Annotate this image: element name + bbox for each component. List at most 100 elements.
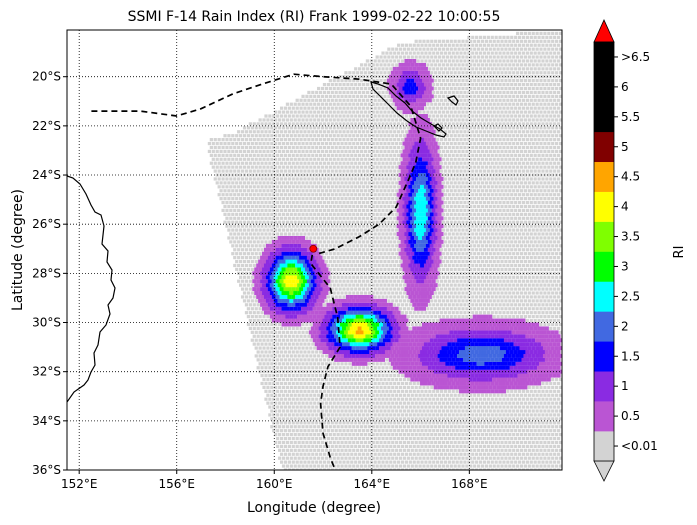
swath-pixel xyxy=(260,185,264,189)
swath-pixel xyxy=(398,307,403,311)
swath-pixel xyxy=(533,389,537,393)
swath-pixel xyxy=(324,377,329,382)
swath-pixel xyxy=(258,346,262,350)
swath-pixel xyxy=(338,366,342,370)
swath-pixel xyxy=(276,208,280,213)
swath-pixel xyxy=(240,240,245,244)
swath-pixel xyxy=(389,185,393,189)
swath-pixel xyxy=(535,275,539,279)
swath-pixel xyxy=(478,436,483,441)
swath-pixel xyxy=(291,366,295,370)
swath-pixel xyxy=(297,346,301,350)
swath-pixel xyxy=(305,165,309,169)
swath-pixel xyxy=(342,200,346,205)
swath-pixel xyxy=(461,204,465,209)
swath-pixel xyxy=(297,401,301,405)
swath-pixel xyxy=(381,185,385,189)
swath-pixel xyxy=(529,303,533,307)
swath-pixel xyxy=(475,224,479,228)
swath-pixel xyxy=(307,185,311,189)
swath-pixel xyxy=(428,318,432,323)
swath-pixel xyxy=(276,436,280,441)
swath-pixel xyxy=(250,189,254,193)
swath-pixel xyxy=(506,389,510,393)
swath-pixel xyxy=(242,204,247,209)
swath-pixel xyxy=(383,464,387,468)
swath-pixel xyxy=(283,208,288,213)
swath-pixel xyxy=(346,208,350,213)
swath-pixel xyxy=(313,385,317,390)
swath-pixel xyxy=(320,212,325,216)
swath-pixel xyxy=(246,189,251,193)
swath-pixel xyxy=(473,299,477,303)
swath-pixel xyxy=(315,374,319,378)
swath-pixel xyxy=(416,311,420,315)
swath-pixel xyxy=(311,366,315,370)
swath-pixel xyxy=(502,232,506,236)
swath-pixel xyxy=(430,433,434,437)
swath-pixel xyxy=(512,204,516,209)
swath-pixel xyxy=(545,193,549,197)
swath-pixel xyxy=(303,460,307,464)
swath-pixel xyxy=(242,267,247,272)
swath-pixel xyxy=(506,468,510,470)
swath-pixel xyxy=(506,311,510,315)
swath-pixel xyxy=(537,240,541,244)
swath-pixel xyxy=(387,259,391,264)
swath-pixel xyxy=(558,433,562,437)
swath-pixel xyxy=(375,267,379,272)
swath-pixel xyxy=(545,460,549,464)
swath-pixel xyxy=(361,397,366,401)
swath-pixel xyxy=(408,381,412,386)
swath-pixel xyxy=(428,429,432,433)
swath-pixel xyxy=(404,381,409,386)
swath-pixel xyxy=(301,464,305,468)
swath-pixel xyxy=(463,161,467,165)
swath-pixel xyxy=(465,267,469,272)
swath-pixel xyxy=(221,193,225,197)
swath-pixel xyxy=(439,405,444,409)
swath-pixel xyxy=(358,381,362,386)
swath-pixel xyxy=(246,291,251,295)
swath-pixel xyxy=(512,165,516,169)
swath-pixel xyxy=(502,444,506,449)
swath-pixel xyxy=(340,197,344,201)
swath-pixel xyxy=(264,366,268,370)
figure-title: SSMI F-14 Rain Index (RI) Frank 1999-02-… xyxy=(128,9,501,25)
swath-pixel xyxy=(283,381,288,386)
swath-pixel xyxy=(338,161,342,165)
swath-pixel xyxy=(231,157,235,161)
swath-pixel xyxy=(465,417,469,421)
swath-pixel xyxy=(471,240,475,244)
swath-pixel xyxy=(274,409,278,413)
swath-pixel xyxy=(441,252,446,256)
swath-pixel xyxy=(289,330,293,334)
swath-pixel xyxy=(330,279,334,283)
swath-pixel xyxy=(365,436,370,441)
swath-pixel xyxy=(447,193,451,197)
swath-pixel xyxy=(295,436,299,441)
swath-pixel xyxy=(445,244,449,248)
swath-pixel xyxy=(350,271,354,275)
swath-pixel xyxy=(393,381,397,386)
swath-pixel xyxy=(383,440,387,445)
swath-pixel xyxy=(537,161,541,165)
swath-pixel xyxy=(387,385,391,390)
swath-pixel xyxy=(451,452,455,456)
swath-pixel xyxy=(225,208,229,213)
swath-pixel xyxy=(478,240,483,244)
swath-pixel xyxy=(537,145,541,150)
swath-pixel xyxy=(555,417,559,421)
swath-pixel xyxy=(373,248,377,252)
swath-pixel xyxy=(350,287,354,291)
swath-pixel xyxy=(365,169,370,173)
swath-pixel xyxy=(455,460,459,464)
swath-pixel xyxy=(332,212,336,216)
swath-pixel xyxy=(486,240,490,244)
swath-pixel xyxy=(352,456,356,460)
swath-pixel xyxy=(527,433,531,437)
swath-pixel xyxy=(441,291,446,295)
swath-pixel xyxy=(274,165,278,169)
swath-pixel xyxy=(324,385,329,390)
swath-pixel xyxy=(545,413,549,417)
